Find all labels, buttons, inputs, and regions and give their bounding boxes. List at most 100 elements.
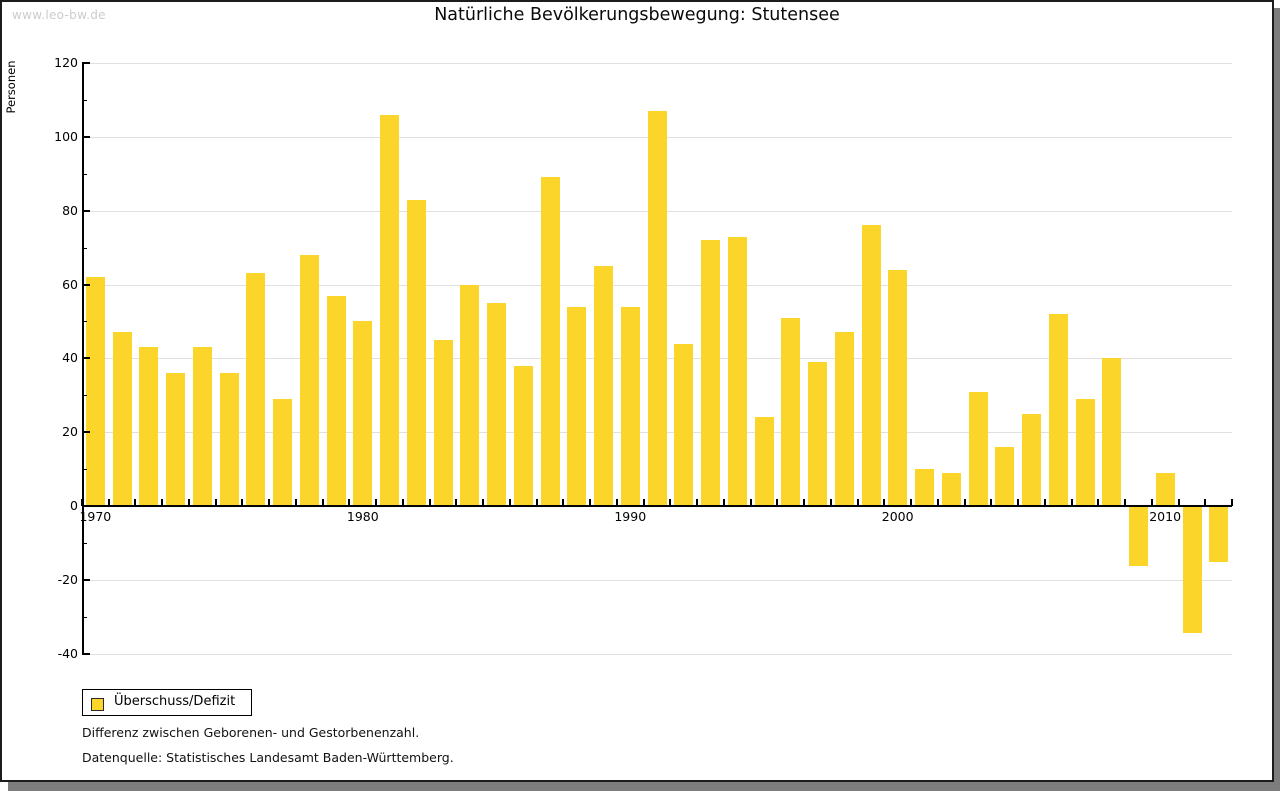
- x-tick-7: [268, 499, 271, 506]
- y-minor-tick-30: [82, 395, 87, 397]
- x-tick-36: [1043, 499, 1046, 506]
- watermark: www.leo-bw.de: [12, 8, 106, 22]
- bar-1975: [219, 373, 239, 506]
- bar-2004: [995, 446, 1015, 506]
- bar-1971: [112, 332, 132, 506]
- x-tick-41: [1177, 499, 1180, 506]
- bar-1997: [808, 362, 828, 506]
- bar-1994: [727, 236, 747, 506]
- x-tick-2: [134, 499, 137, 506]
- y-tick-label-40: 40: [62, 350, 78, 366]
- bar-1991: [647, 110, 667, 506]
- y-major-tick--20: [82, 578, 90, 581]
- x-tick-42: [1204, 499, 1207, 506]
- x-tick-27: [803, 499, 806, 506]
- bar-2002: [941, 472, 961, 506]
- x-tick-14: [455, 499, 458, 506]
- y-axis-label: Personen: [4, 60, 18, 114]
- bar-1979: [326, 295, 346, 506]
- bar-1990: [620, 306, 640, 506]
- x-tick-label-1980: 1980: [346, 509, 379, 524]
- y-tick-label-20: 20: [62, 424, 78, 440]
- bar-2003: [968, 391, 988, 506]
- x-tick-39: [1124, 499, 1127, 506]
- x-tick-17: [535, 499, 538, 506]
- x-tick-1: [107, 499, 110, 506]
- bar-1974: [192, 347, 212, 506]
- bar-1996: [781, 317, 801, 506]
- x-tick-label-2000: 2000: [881, 509, 914, 524]
- y-tick-label--20: -20: [57, 571, 78, 587]
- y-tick-label-80: 80: [62, 202, 78, 218]
- gridline-120: [82, 63, 1232, 64]
- y-minor-tick-50: [82, 321, 87, 323]
- y-tick-label-60: 60: [62, 276, 78, 292]
- panel-drop-shadow-bottom: [8, 782, 1274, 791]
- y-major-tick-80: [82, 209, 90, 212]
- x-tick-label-2010: 2010: [1149, 509, 1182, 524]
- bar-1995: [754, 417, 774, 506]
- bar-1987: [540, 177, 560, 506]
- x-tick-9: [321, 499, 324, 506]
- x-tick-37: [1070, 499, 1073, 506]
- panel-drop-shadow-right: [1274, 8, 1280, 791]
- bar-2001: [915, 469, 935, 506]
- x-tick-34: [990, 499, 993, 506]
- y-tick-label-0: 0: [70, 498, 78, 513]
- legend: Überschuss/Defizit: [82, 689, 252, 716]
- bar-1999: [861, 225, 881, 506]
- x-tick-5: [214, 499, 217, 506]
- y-major-tick-20: [82, 431, 90, 434]
- footnote-definition: Differenz zwischen Geborenen- und Gestor…: [82, 725, 420, 740]
- x-tick-label-1990: 1990: [614, 509, 647, 524]
- x-tick-label-1970: 1970: [79, 509, 112, 524]
- x-tick-16: [508, 499, 511, 506]
- y-major-tick-60: [82, 283, 90, 286]
- y-tick-label-100: 100: [54, 128, 78, 144]
- x-tick-26: [776, 499, 779, 506]
- bar-2008: [1102, 358, 1122, 506]
- x-tick-28: [829, 499, 832, 506]
- x-tick-30: [883, 499, 886, 506]
- gridline--20: [82, 579, 1232, 581]
- x-tick-15: [482, 499, 485, 506]
- x-tick-23: [696, 499, 699, 506]
- x-axis: [82, 505, 1232, 507]
- bar-2012: [1209, 507, 1229, 563]
- y-tick-label-120: 120: [54, 55, 78, 70]
- footnote-source: Datenquelle: Statistisches Landesamt Bad…: [82, 750, 454, 765]
- x-tick-10: [348, 499, 351, 506]
- y-major-tick-40: [82, 357, 90, 360]
- x-tick-38: [1097, 499, 1100, 506]
- x-tick-25: [749, 499, 752, 506]
- bar-1977: [273, 398, 293, 506]
- x-tick-21: [642, 499, 645, 506]
- x-tick-8: [294, 499, 297, 506]
- y-minor-tick-70: [82, 247, 87, 249]
- bar-2006: [1048, 314, 1068, 506]
- bar-1985: [487, 302, 507, 506]
- x-tick-29: [856, 499, 859, 506]
- x-tick-32: [936, 499, 939, 506]
- x-tick-18: [562, 499, 565, 506]
- x-tick-19: [589, 499, 592, 506]
- x-tick-22: [669, 499, 672, 506]
- bar-2011: [1182, 507, 1202, 633]
- y-minor-tick-10: [82, 469, 87, 471]
- bar-1984: [460, 284, 480, 506]
- chart-title: Natürliche Bevölkerungsbewegung: Stutens…: [434, 5, 840, 25]
- x-tick-24: [722, 499, 725, 506]
- y-minor-tick--30: [82, 616, 87, 618]
- x-tick-11: [375, 499, 378, 506]
- x-tick-31: [910, 499, 913, 506]
- bar-1986: [513, 365, 533, 506]
- bar-1976: [246, 273, 266, 506]
- bar-1980: [353, 321, 373, 506]
- y-major-tick--40: [82, 652, 90, 655]
- y-major-tick-100: [82, 135, 90, 138]
- y-tick-label--40: -40: [57, 645, 78, 661]
- y-minor-tick--10: [82, 542, 87, 544]
- bar-1972: [139, 347, 159, 506]
- bar-1988: [567, 306, 587, 506]
